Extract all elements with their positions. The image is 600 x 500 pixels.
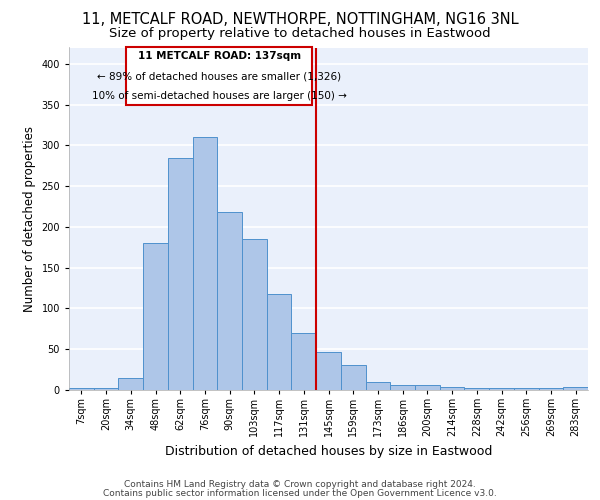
Bar	[464, 388, 489, 390]
Bar	[415, 385, 440, 390]
Bar	[365, 382, 390, 390]
Bar	[563, 386, 588, 390]
Bar	[193, 137, 217, 390]
Bar	[94, 388, 118, 390]
Bar	[217, 212, 242, 390]
Bar	[143, 243, 168, 390]
Bar	[341, 364, 365, 390]
Y-axis label: Number of detached properties: Number of detached properties	[23, 126, 36, 312]
Bar	[489, 388, 514, 390]
Text: ← 89% of detached houses are smaller (1,326): ← 89% of detached houses are smaller (1,…	[97, 71, 341, 81]
Text: 11, METCALF ROAD, NEWTHORPE, NOTTINGHAM, NG16 3NL: 11, METCALF ROAD, NEWTHORPE, NOTTINGHAM,…	[82, 12, 518, 28]
Bar	[69, 388, 94, 390]
Bar	[118, 378, 143, 390]
Text: Size of property relative to detached houses in Eastwood: Size of property relative to detached ho…	[109, 28, 491, 40]
Bar	[242, 239, 267, 390]
Bar	[514, 388, 539, 390]
Bar	[292, 333, 316, 390]
Text: 10% of semi-detached houses are larger (150) →: 10% of semi-detached houses are larger (…	[92, 90, 347, 101]
Text: Contains HM Land Registry data © Crown copyright and database right 2024.: Contains HM Land Registry data © Crown c…	[124, 480, 476, 489]
Bar	[440, 386, 464, 390]
Bar	[168, 158, 193, 390]
FancyBboxPatch shape	[126, 48, 313, 104]
Bar	[539, 388, 563, 390]
X-axis label: Distribution of detached houses by size in Eastwood: Distribution of detached houses by size …	[165, 444, 492, 458]
Bar	[390, 385, 415, 390]
Text: Contains public sector information licensed under the Open Government Licence v3: Contains public sector information licen…	[103, 489, 497, 498]
Bar	[316, 352, 341, 390]
Text: 11 METCALF ROAD: 137sqm: 11 METCALF ROAD: 137sqm	[137, 52, 301, 62]
Bar	[267, 294, 292, 390]
